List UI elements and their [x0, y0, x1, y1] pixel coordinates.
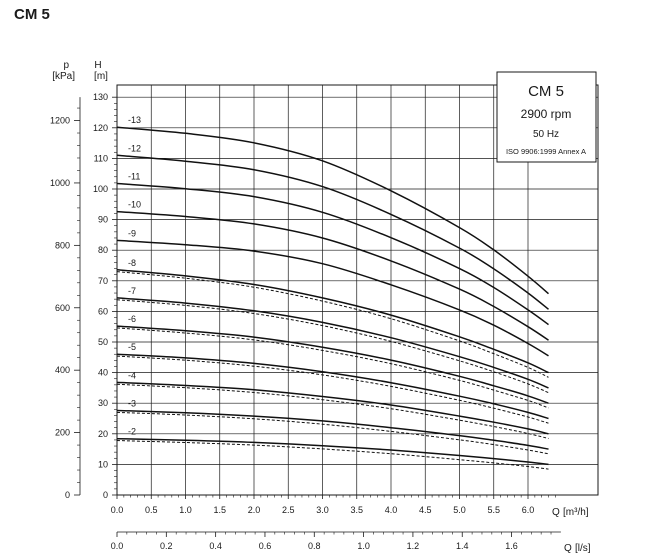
curve-label-stage-12: -12 — [128, 143, 141, 153]
flow-ls-axis-symbol: Q — [564, 543, 572, 554]
head-axis-tick-label: 30 — [98, 398, 108, 408]
curve-stage-4-tolerance — [116, 383, 549, 439]
flow-axis-symbol: Q — [552, 507, 560, 518]
flow-axis-tick-label: 1.5 — [213, 505, 226, 515]
page-title: CM 5 — [14, 6, 50, 23]
pressure-axis-tick-label: 600 — [55, 303, 70, 313]
flow-ls-axis-tick-label: 0.4 — [209, 541, 222, 551]
head-axis-tick-label: 0 — [103, 490, 108, 500]
curve-stage-3-tolerance — [116, 411, 549, 455]
flow-axis-tick-label: 2.0 — [248, 505, 261, 515]
legend-box: CM 5 2900 rpm 50 Hz ISO 9906:1999 Annex … — [496, 71, 597, 163]
flow-ls-axis-tick-label: 1.2 — [407, 541, 420, 551]
flow-axis-tick-label: 3.0 — [316, 505, 329, 515]
head-axis-tick-label: 70 — [98, 276, 108, 286]
curve-stage-8 — [116, 269, 549, 374]
curve-stage-10 — [116, 210, 549, 341]
flow-axis-tick-label: 4.0 — [385, 505, 398, 515]
curve-label-stage-10: -10 — [128, 200, 141, 210]
flow-ls-axis-tick-label: 1.4 — [456, 541, 469, 551]
curve-stage-11 — [116, 182, 549, 326]
legend-frame — [496, 71, 597, 163]
pressure-axis-tick-label: 0 — [65, 490, 70, 500]
curve-label-stage-2: -2 — [128, 427, 136, 437]
curve-stage-4 — [116, 381, 549, 435]
curve-stage-5-tolerance — [116, 355, 549, 424]
pressure-axis-tick-label: 800 — [55, 240, 70, 250]
curve-stage-6 — [116, 325, 549, 404]
pressure-axis-tick-label: 400 — [55, 365, 70, 375]
curve-label-stage-9: -9 — [128, 228, 136, 238]
curve-labels: -2 -3 -4 -5 -6 -7 -8 -9 -10 -11 -12 -13 — [128, 115, 141, 437]
flow-axis-tick-label: 3.5 — [350, 505, 363, 515]
flow-axis-tick-label: 2.5 — [282, 505, 295, 515]
flow-ls-axis-tick-label: 0.2 — [160, 541, 173, 551]
legend-frequency: 50 Hz — [533, 129, 559, 140]
curve-stage-7-tolerance — [116, 299, 549, 394]
head-axis-tick-label: 120 — [93, 123, 108, 133]
curve-label-stage-11: -11 — [128, 171, 140, 181]
head-axis-tick-label: 10 — [98, 459, 108, 469]
flow-axis-tick-label: 5.0 — [453, 505, 466, 515]
head-axis-tick-label: 40 — [98, 368, 108, 378]
curve-stage-9 — [116, 239, 549, 357]
performance-curves — [116, 126, 549, 470]
head-axis-tick-label: 100 — [93, 184, 108, 194]
chart-grid — [116, 84, 599, 496]
curve-label-stage-7: -7 — [128, 286, 136, 296]
pressure-axis-symbol: p — [63, 60, 69, 71]
flow-ls-axis-tick-label: 0.0 — [111, 541, 124, 551]
curve-stage-2-tolerance — [116, 440, 549, 470]
pressure-axis-tick-label: 1200 — [50, 116, 70, 126]
flow-ls-axis-tick-label: 0.8 — [308, 541, 321, 551]
flow-axis-tick-label: 1.0 — [179, 505, 192, 515]
flow-axis-tick-label: 6.0 — [522, 505, 535, 515]
legend-speed: 2900 rpm — [521, 107, 572, 121]
chart-axes: 0 10 20 30 40 50 60 70 80 90 100 110 120 130 0 200 400 60… — [50, 92, 561, 551]
curve-label-stage-5: -5 — [128, 342, 136, 352]
curve-stage-3 — [116, 409, 549, 450]
curve-label-stage-13: -13 — [128, 115, 141, 125]
curve-label-stage-3: -3 — [128, 399, 136, 409]
flow-ls-axis-unit: [l/s] — [575, 543, 591, 554]
flow-ls-axis-tick-label: 1.0 — [357, 541, 370, 551]
curve-stage-6-tolerance — [116, 327, 549, 409]
flow-axis-tick-label: 0.0 — [111, 505, 124, 515]
curve-stage-5 — [116, 353, 549, 420]
curve-label-stage-4: -4 — [128, 370, 136, 380]
curve-label-stage-8: -8 — [128, 258, 136, 268]
plot-frame — [116, 84, 599, 496]
pressure-axis-tick-label: 1000 — [50, 178, 70, 188]
head-axis-tick-label: 50 — [98, 337, 108, 347]
head-axis-unit: [m] — [94, 71, 108, 82]
pressure-axis-tick-label: 200 — [55, 428, 70, 438]
flow-axis-tick-label: 5.5 — [487, 505, 500, 515]
curve-stage-7 — [116, 297, 549, 389]
legend-title: CM 5 — [528, 83, 564, 100]
curve-stage-8-tolerance — [116, 271, 549, 378]
flow-axis-unit: [m³/h] — [563, 507, 589, 518]
curve-label-stage-6: -6 — [128, 314, 136, 324]
head-axis-symbol: H — [94, 60, 101, 71]
curve-stage-2 — [116, 437, 549, 466]
pressure-axis-unit: [kPa] — [52, 71, 75, 82]
flow-axis-tick-label: 0.5 — [145, 505, 158, 515]
flow-ls-axis-tick-label: 0.6 — [259, 541, 272, 551]
curve-stage-13 — [116, 126, 549, 295]
head-axis-tick-label: 20 — [98, 429, 108, 439]
head-axis-tick-label: 60 — [98, 306, 108, 316]
flow-ls-axis-tick-label: 1.6 — [505, 541, 518, 551]
head-axis-tick-label: 90 — [98, 215, 108, 225]
head-axis-tick-label: 110 — [94, 153, 108, 163]
head-axis-tick-label: 80 — [98, 245, 108, 255]
legend-standard: ISO 9906:1999 Annex A — [506, 147, 586, 156]
flow-axis-tick-label: 4.5 — [419, 505, 432, 515]
head-axis-tick-label: 130 — [93, 92, 108, 102]
curve-stage-12 — [116, 154, 549, 310]
